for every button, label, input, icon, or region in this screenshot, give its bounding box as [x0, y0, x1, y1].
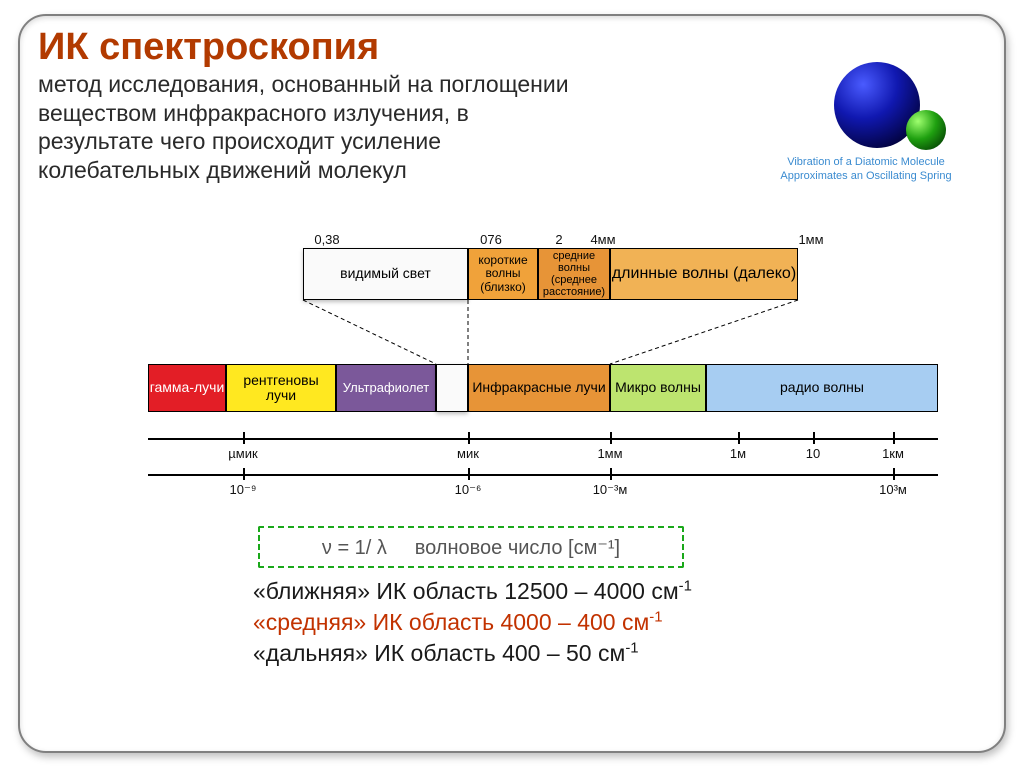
axis-label: 10⁻³м — [593, 482, 628, 498]
axis-line — [148, 438, 938, 440]
axis-tick — [610, 468, 612, 480]
molecule-caption: Vibration of a Diatomic Molecule Approxi… — [756, 156, 976, 184]
top-scale-label: 1мм — [798, 232, 823, 247]
ir-region-line: «ближняя» ИК область 12500 – 4000 см-1 — [253, 576, 692, 607]
spectrum-band: Микро волны — [610, 364, 706, 412]
spectrum-diagram: 0,38 076 2 4мм 1мм видимый светкороткие волны… — [113, 228, 976, 518]
axis-tick — [813, 432, 815, 444]
atom-small-icon — [906, 110, 946, 150]
spectrum-band — [436, 364, 468, 412]
spectrum-band: рентгеновы лучи — [226, 364, 336, 412]
mol-cap-line1: Vibration of a Diatomic Molecule — [756, 156, 976, 170]
page-subtitle: метод исследования, основанный на поглощ… — [38, 70, 588, 185]
ir-region-line: «средняя» ИК область 4000 – 400 см-1 — [253, 607, 692, 638]
slide: ИК спектроскопия метод исследования, осн… — [0, 0, 1024, 767]
formula-box: ν = 1/ λ волновое число [см⁻¹] — [258, 526, 684, 568]
axis-tick — [468, 468, 470, 480]
axis-tick — [893, 468, 895, 480]
top-scale-label: 2 — [555, 232, 562, 247]
top-scale-label: 4мм — [590, 232, 615, 247]
axis-tick — [610, 432, 612, 444]
axis-label: 1км — [882, 446, 904, 461]
axis-label: 10⁻⁹ — [230, 482, 257, 498]
ir-subband: видимый свет — [303, 248, 468, 300]
ir-subband: короткие волны (близко) — [468, 248, 538, 300]
axis-tick — [243, 468, 245, 480]
axis-label: 10 — [806, 446, 820, 461]
slide-content: ИК спектроскопия метод исследования, осн… — [38, 28, 986, 739]
top-scale-label: 0,38 — [314, 232, 339, 247]
axis-label: 10³м — [879, 482, 907, 497]
formula-rhs: волновое число [см⁻¹] — [415, 537, 620, 559]
mol-cap-line2: Approximates an Oscillating Spring — [756, 170, 976, 184]
axis-tick — [243, 432, 245, 444]
top-scale-label: 076 — [480, 232, 502, 247]
ir-regions-list: «ближняя» ИК область 12500 – 4000 см-1«с… — [253, 576, 692, 669]
axis-label: мик — [457, 446, 479, 461]
axis-tick — [893, 432, 895, 444]
spectrum-band: Инфракрасные лучи — [468, 364, 610, 412]
axis-label: µмик — [228, 446, 257, 461]
axis-label: 10⁻⁶ — [455, 482, 482, 498]
axis-tick — [738, 432, 740, 444]
formula-lhs: ν = 1/ λ — [322, 537, 387, 559]
spectrum-band: гамма-лучи — [148, 364, 226, 412]
axis-label: 1мм — [597, 446, 622, 461]
formula-text: ν = 1/ λ волновое число [см⁻¹] — [322, 535, 620, 560]
axis-tick — [468, 432, 470, 444]
ir-subband: длинные волны (далеко) — [610, 248, 798, 300]
spectrum-band: радио волны — [706, 364, 938, 412]
axis-label: 1м — [730, 446, 746, 461]
ir-subband: средние волны (среднее расстояние) — [538, 248, 610, 300]
ir-region-line: «дальняя» ИК область 400 – 50 см-1 — [253, 638, 692, 669]
molecule-image — [756, 62, 976, 154]
axis-line — [148, 474, 938, 476]
spectrum-band: Ультрафиолет — [336, 364, 436, 412]
molecule-figure: Vibration of a Diatomic Molecule Approxi… — [756, 62, 976, 184]
